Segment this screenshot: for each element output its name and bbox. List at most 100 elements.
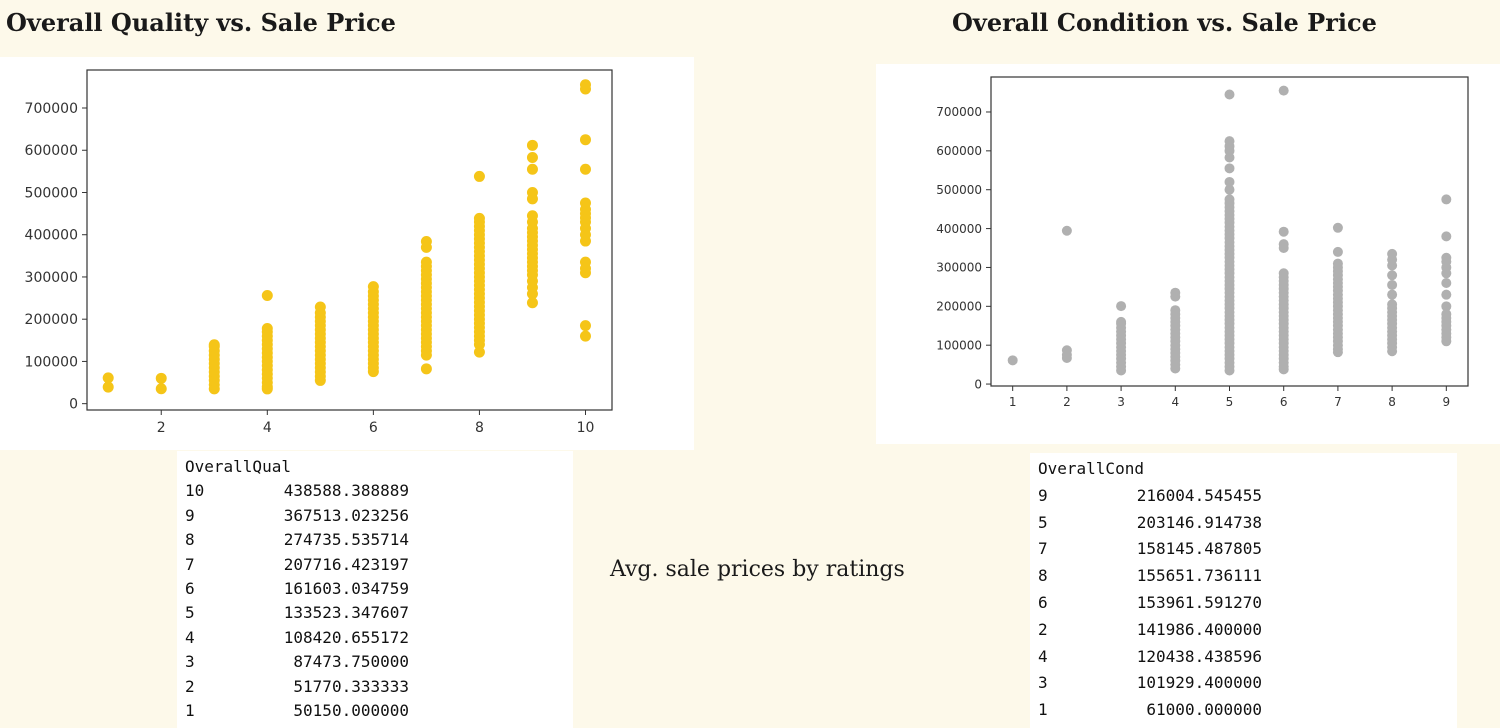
rating-cell: 3 bbox=[1038, 673, 1048, 693]
plot-frame bbox=[86, 69, 613, 411]
rating-cell: 3 bbox=[185, 652, 195, 672]
data-point bbox=[1278, 268, 1289, 279]
table-row: 1 61000.000000 bbox=[1038, 700, 1262, 719]
data-point bbox=[1170, 305, 1181, 316]
data-point bbox=[526, 151, 538, 163]
rating-cell: 8 bbox=[185, 530, 195, 550]
y-tick-label: 100000 bbox=[936, 338, 982, 352]
x-tick-label: 6 bbox=[1280, 395, 1288, 409]
data-point bbox=[1441, 194, 1452, 205]
x-tick-label: 9 bbox=[1442, 395, 1450, 409]
table-row: 2 141986.400000 bbox=[1038, 620, 1262, 639]
chart-title-quality: Overall Quality vs. Sale Price bbox=[6, 8, 396, 37]
plot-frame bbox=[990, 76, 1469, 387]
data-point bbox=[1061, 345, 1072, 356]
table-row: 4 120438.438596 bbox=[1038, 647, 1262, 666]
data-point bbox=[526, 297, 538, 309]
data-point bbox=[420, 235, 432, 247]
data-point bbox=[208, 339, 220, 351]
rating-cell: 4 bbox=[1038, 646, 1048, 666]
y-tick-label: 100000 bbox=[25, 354, 78, 370]
y-tick-label: 200000 bbox=[25, 312, 78, 328]
avg-price-cell: 87473.750000 bbox=[293, 652, 409, 672]
condition-scatter-chart: 0 100000 200000 300000 400000 500000 600000 700… bbox=[936, 76, 1469, 409]
quality-scatter-chart: 0 100000 200000 300000 400000 500000 600000 700… bbox=[25, 69, 613, 436]
data-point bbox=[1441, 289, 1452, 300]
data-point bbox=[102, 381, 114, 393]
rating-cell: 5 bbox=[1038, 512, 1048, 532]
rating-cell: 2 bbox=[185, 676, 195, 696]
table-header-overallcond: OverallCond bbox=[1038, 459, 1144, 478]
avg-price-cell: 161603.034759 bbox=[283, 579, 409, 598]
data-point bbox=[526, 210, 538, 222]
x-tick-label: 7 bbox=[1334, 395, 1342, 409]
table-row: 1 50150.000000 bbox=[185, 701, 409, 720]
data-point bbox=[1007, 355, 1018, 366]
rating-cell: 7 bbox=[1038, 539, 1048, 559]
data-point bbox=[1061, 225, 1072, 236]
y-tick-label: 0 bbox=[69, 397, 78, 413]
avg-price-cell: 207716.423197 bbox=[283, 554, 409, 574]
data-point bbox=[579, 256, 591, 268]
data-point bbox=[1441, 252, 1452, 263]
data-point bbox=[1278, 239, 1289, 250]
x-tick-label: 2 bbox=[1063, 395, 1071, 409]
avg-price-cell: 367513.023256 bbox=[283, 505, 409, 525]
data-point bbox=[1224, 163, 1235, 174]
quality-scatter-panel: 0 100000 200000 300000 400000 500000 600000 700… bbox=[0, 57, 694, 450]
avg-price-cell: 141986.400000 bbox=[1136, 619, 1262, 639]
table-row: 6 153961.591270 bbox=[1038, 593, 1262, 612]
data-point bbox=[473, 212, 485, 224]
y-tick-label: 500000 bbox=[25, 185, 78, 201]
avg-price-cell: 438588.388889 bbox=[283, 481, 409, 501]
data-point bbox=[1387, 270, 1398, 281]
avg-price-cell: 155651.736111 bbox=[1136, 566, 1262, 586]
y-tick-label: 300000 bbox=[936, 261, 982, 275]
data-point bbox=[1387, 299, 1398, 310]
x-tick-label: 4 bbox=[263, 420, 272, 436]
x-tick-label: 1 bbox=[1009, 395, 1017, 409]
data-point bbox=[579, 134, 591, 146]
data-point bbox=[261, 290, 273, 302]
data-point bbox=[1387, 248, 1398, 259]
table-row: 8 155651.736111 bbox=[1038, 566, 1262, 585]
data-point bbox=[367, 281, 379, 293]
table-row: 5 133523.347607 bbox=[185, 603, 409, 622]
data-point bbox=[579, 330, 591, 342]
data-point bbox=[579, 197, 591, 209]
data-point bbox=[526, 139, 538, 151]
table-row: 7 207716.423197 bbox=[185, 555, 409, 574]
y-tick-label: 400000 bbox=[936, 222, 982, 236]
x-tick-label: 10 bbox=[577, 420, 595, 436]
data-point bbox=[102, 372, 114, 384]
data-point bbox=[579, 79, 591, 91]
data-point bbox=[1224, 184, 1235, 195]
chart-title-condition: Overall Condition vs. Sale Price bbox=[952, 8, 1377, 37]
avg-price-cell: 108420.655172 bbox=[283, 627, 409, 647]
table-row: 9 216004.545455 bbox=[1038, 486, 1262, 505]
data-point bbox=[1224, 194, 1235, 205]
avg-price-cell: 50150.000000 bbox=[293, 701, 409, 720]
y-tick-label: 400000 bbox=[25, 228, 78, 244]
rating-cell: 6 bbox=[185, 579, 195, 598]
y-tick-label: 600000 bbox=[936, 144, 982, 158]
data-point bbox=[420, 363, 432, 375]
rating-cell: 6 bbox=[1038, 593, 1048, 612]
data-point bbox=[314, 301, 326, 313]
condition-scatter-panel: 0 100000 200000 300000 400000 500000 600000 700… bbox=[876, 64, 1500, 444]
rating-cell: 4 bbox=[185, 627, 195, 647]
table-row: 5 203146.914738 bbox=[1038, 513, 1262, 532]
x-tick-label: 4 bbox=[1171, 395, 1179, 409]
data-point bbox=[1387, 289, 1398, 300]
table-row: 10 438588.388889 bbox=[185, 481, 409, 500]
x-tick-label: 6 bbox=[369, 420, 378, 436]
rating-cell: 1 bbox=[1038, 700, 1048, 720]
table-header-overallqual: OverallQual bbox=[185, 457, 291, 476]
data-point bbox=[579, 163, 591, 175]
data-point bbox=[1116, 301, 1127, 312]
rating-cell: 2 bbox=[1038, 619, 1048, 639]
data-point bbox=[579, 320, 591, 332]
table-row: 2 51770.333333 bbox=[185, 677, 409, 696]
condition-avg-price-table: OverallCond 9 216004.545455 5 203146.914738… bbox=[1030, 453, 1457, 728]
data-point bbox=[1278, 226, 1289, 237]
